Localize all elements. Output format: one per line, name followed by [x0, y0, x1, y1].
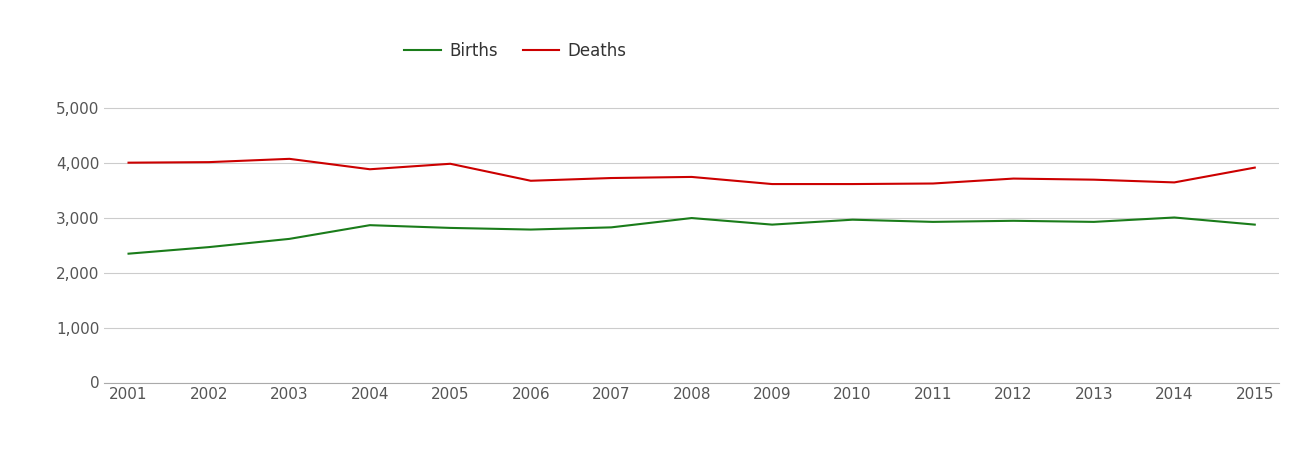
Births: [1006, 218, 1022, 224]
Deaths: [361, 166, 377, 172]
Deaths: [1248, 165, 1263, 170]
Births: [523, 227, 539, 232]
Deaths: [844, 181, 860, 187]
Deaths: [282, 156, 298, 162]
Births: [925, 219, 941, 225]
Births: [1086, 219, 1101, 225]
Deaths: [1006, 176, 1022, 181]
Deaths: [765, 181, 780, 187]
Deaths: [684, 174, 699, 180]
Legend: Births, Deaths: Births, Deaths: [398, 35, 633, 67]
Deaths: [523, 178, 539, 184]
Births: [1167, 215, 1182, 220]
Deaths: [1086, 177, 1101, 182]
Deaths: [120, 160, 136, 166]
Deaths: [925, 181, 941, 186]
Line: Births: Births: [128, 217, 1255, 254]
Line: Deaths: Deaths: [128, 159, 1255, 184]
Births: [1248, 222, 1263, 227]
Deaths: [442, 161, 458, 166]
Deaths: [201, 159, 217, 165]
Births: [120, 251, 136, 256]
Births: [361, 222, 377, 228]
Births: [603, 225, 619, 230]
Deaths: [1167, 180, 1182, 185]
Births: [442, 225, 458, 230]
Births: [684, 216, 699, 221]
Deaths: [603, 176, 619, 181]
Births: [765, 222, 780, 227]
Births: [844, 217, 860, 222]
Births: [282, 236, 298, 242]
Births: [201, 244, 217, 250]
